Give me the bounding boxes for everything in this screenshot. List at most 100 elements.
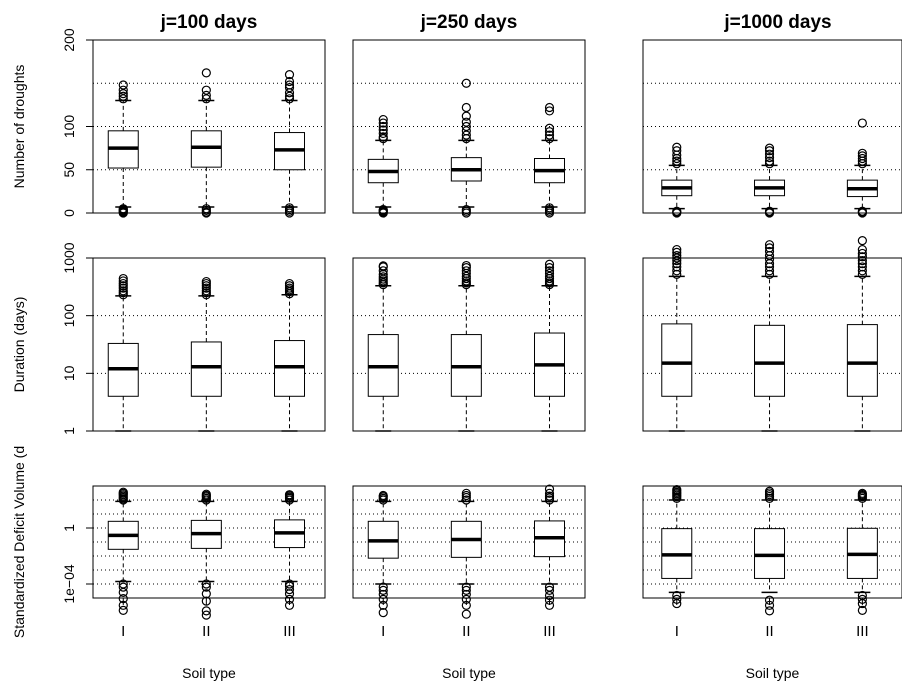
box-iqr bbox=[846, 324, 878, 397]
boxplot-i bbox=[107, 273, 139, 432]
outlier-point bbox=[461, 271, 471, 281]
outlier-point bbox=[284, 584, 295, 595]
outlier-point bbox=[857, 153, 867, 164]
x-tick-label: III bbox=[283, 623, 296, 640]
outlier-point bbox=[672, 247, 682, 258]
outlier-point bbox=[378, 121, 388, 132]
boxplot-ii bbox=[754, 240, 786, 432]
x-tick-label: I bbox=[121, 623, 125, 640]
outlier-point bbox=[201, 606, 211, 616]
outlier-point bbox=[764, 240, 775, 250]
outlier-point bbox=[118, 605, 128, 616]
outlier-point bbox=[544, 271, 555, 281]
outlier-point bbox=[461, 126, 471, 136]
x-axis-label: Soil type bbox=[746, 665, 800, 681]
outlier-point bbox=[672, 251, 682, 261]
outlier-point bbox=[378, 261, 388, 271]
outlier-point bbox=[284, 278, 295, 289]
y-axis-label: Standardized Deficit Volume (d bbox=[11, 446, 27, 638]
column-title: j=1000 days bbox=[723, 12, 831, 33]
y-tick-label: 1000 bbox=[61, 242, 77, 273]
y-tick-label: 1 bbox=[61, 427, 77, 435]
outlier-point bbox=[201, 489, 211, 499]
outlier-point bbox=[201, 579, 211, 589]
panel-frame bbox=[642, 485, 902, 599]
grid-layer bbox=[93, 39, 902, 599]
outlier-point bbox=[201, 596, 211, 606]
outlier-point bbox=[764, 243, 775, 253]
outlier-point bbox=[201, 582, 211, 592]
outlier-point bbox=[378, 272, 388, 282]
x-tick-label: I bbox=[381, 623, 385, 640]
outlier-point bbox=[544, 484, 555, 494]
outlier-point bbox=[378, 114, 388, 125]
y-tick-label: 100 bbox=[61, 115, 77, 139]
outlier-point bbox=[672, 206, 682, 216]
outlier-point bbox=[672, 266, 682, 276]
outlier-point bbox=[764, 159, 775, 169]
boxplot-i bbox=[107, 487, 139, 616]
outlier-point bbox=[544, 203, 555, 213]
outlier-point bbox=[378, 266, 388, 276]
outlier-point bbox=[201, 286, 211, 296]
outlier-point bbox=[118, 273, 128, 284]
outlier-point bbox=[764, 149, 775, 159]
outlier-point bbox=[201, 68, 211, 78]
outlier-point bbox=[378, 118, 388, 128]
outlier-point bbox=[378, 490, 388, 501]
box-iqr bbox=[661, 323, 693, 397]
outlier-point bbox=[201, 94, 211, 104]
boxplot-iii bbox=[274, 490, 306, 610]
outlier-point bbox=[672, 146, 682, 156]
boxplot-ii bbox=[450, 260, 482, 432]
boxplot-i bbox=[661, 244, 693, 432]
outlier-point bbox=[544, 102, 555, 113]
y-tick-label: 0 bbox=[61, 209, 77, 217]
outlier-point bbox=[461, 266, 471, 276]
outlier-point bbox=[378, 585, 388, 595]
boxplot-ii bbox=[450, 488, 482, 619]
outlier-point bbox=[378, 125, 388, 135]
boxplot-i bbox=[661, 485, 693, 609]
outlier-point bbox=[544, 123, 555, 133]
outlier-point bbox=[378, 582, 388, 592]
outlier-point bbox=[857, 236, 867, 246]
outlier-point bbox=[118, 582, 128, 592]
boxplot-iii bbox=[846, 236, 878, 432]
boxplot-i bbox=[367, 490, 399, 618]
outlier-point bbox=[672, 244, 682, 255]
column-title: j=100 days bbox=[160, 12, 258, 33]
outlier-point bbox=[201, 610, 211, 620]
outlier-point bbox=[764, 266, 775, 276]
y-tick-label: 100 bbox=[61, 304, 77, 328]
x-axis-label: Soil type bbox=[442, 665, 496, 681]
outlier-point bbox=[672, 159, 682, 169]
outlier-point bbox=[461, 260, 471, 271]
outlier-point bbox=[857, 262, 867, 272]
outlier-point bbox=[544, 134, 555, 144]
box-iqr bbox=[754, 324, 786, 397]
outlier-point bbox=[118, 579, 128, 589]
x-tick-label: III bbox=[543, 623, 556, 640]
outlier-point bbox=[284, 91, 295, 101]
boxplot-iii bbox=[274, 69, 306, 218]
outlier-point bbox=[378, 128, 388, 139]
y-tick-label: 50 bbox=[61, 162, 77, 178]
outlier-point bbox=[118, 94, 128, 104]
outlier-point bbox=[118, 487, 128, 497]
outlier-point bbox=[461, 582, 471, 592]
box-iqr bbox=[190, 341, 222, 397]
outlier-point bbox=[284, 203, 295, 213]
column-title: j=250 days bbox=[420, 12, 518, 33]
outlier-point bbox=[284, 82, 295, 93]
x-tick-label: II bbox=[462, 623, 470, 640]
panel-frame bbox=[642, 257, 902, 432]
outlier-point bbox=[672, 142, 682, 152]
outlier-point bbox=[544, 106, 555, 116]
boxplot-i bbox=[367, 114, 399, 218]
y-tick-label: 1 bbox=[61, 524, 77, 532]
y-axis-label: Duration (days) bbox=[11, 297, 27, 393]
outlier-point bbox=[857, 206, 867, 216]
boxplot-ii bbox=[754, 486, 786, 616]
